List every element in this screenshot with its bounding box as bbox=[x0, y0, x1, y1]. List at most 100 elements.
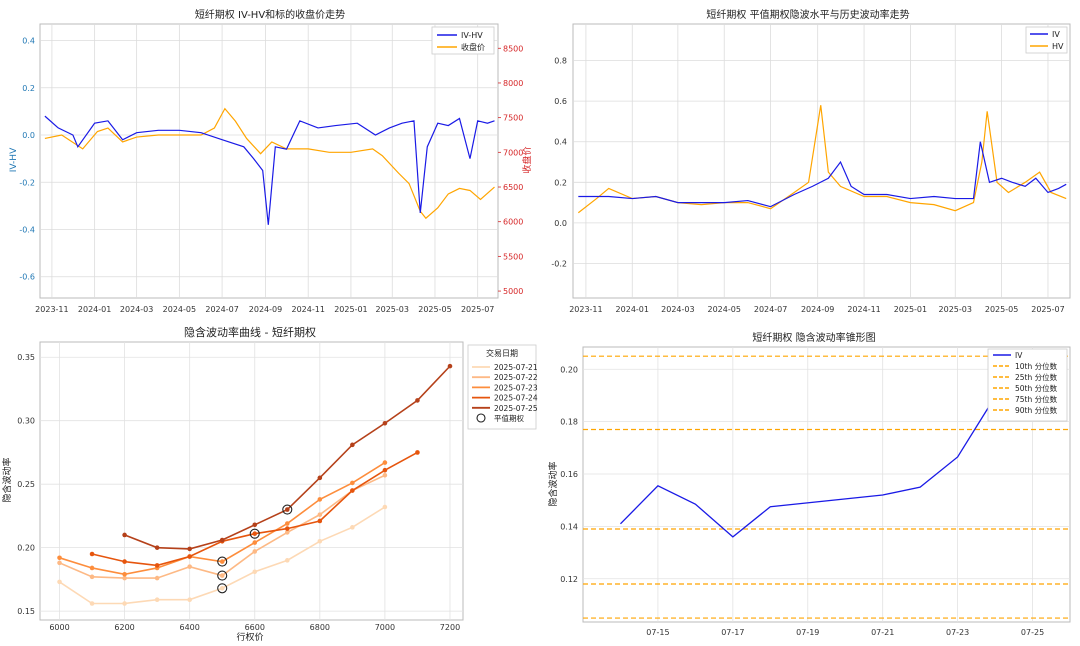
chart4-plot-area bbox=[582, 346, 1071, 623]
chart3-data-point bbox=[284, 507, 290, 512]
chart3-x-axis-label: 行权价 bbox=[236, 631, 263, 643]
chart-smile: 隐含波动率曲线 - 短纤期权 6000 6200 6400 6600 6800 7000 7… bbox=[1, 325, 538, 643]
chart3-data-point bbox=[350, 442, 355, 448]
chart3-legend-label: 2025-07-23 bbox=[494, 383, 538, 392]
chart2-x-tick-label: 2025-07 bbox=[1031, 305, 1064, 314]
chart-iv-hv-close: 短纤期权 IV-HV和标的收盘价走势 2023-11 2024-01 2024-03… bbox=[9, 8, 533, 314]
chart2-legend-hv-label: HV bbox=[1052, 42, 1064, 51]
chart3-data-point bbox=[317, 497, 323, 502]
chart1-title: 短纤期权 IV-HV和标的收盘价走势 bbox=[195, 8, 345, 21]
chart1-right-axis-label: 收盘价 bbox=[521, 146, 533, 173]
chart2-plot-area bbox=[572, 23, 1071, 299]
chart1-right-tick-label: 6500 bbox=[503, 183, 523, 192]
chart3-data-point bbox=[154, 597, 160, 602]
chart3-data-point bbox=[57, 579, 62, 585]
chart2-x-tick-label: 2024-03 bbox=[661, 305, 694, 314]
chart1-left-axis-label: IV-HV bbox=[9, 147, 19, 172]
chart4-x-tick-label: 07-17 bbox=[721, 628, 744, 637]
chart4-title: 短纤期权 隐含波动率锥形图 bbox=[752, 331, 875, 344]
chart4-x-tick-label: 07-25 bbox=[1021, 628, 1044, 637]
chart1-x-tick-label: 2025-01 bbox=[334, 305, 367, 314]
chart3-data-point bbox=[89, 551, 95, 557]
chart3-data-point bbox=[317, 475, 323, 481]
chart3-data-point bbox=[187, 546, 192, 552]
chart3-data-point bbox=[219, 573, 225, 578]
chart3-legend-atm-swatch bbox=[476, 413, 486, 423]
chart1-right-tick-label: 8500 bbox=[503, 44, 523, 53]
chart3-data-point bbox=[122, 601, 127, 606]
chart3-data-point bbox=[187, 564, 192, 569]
chart4-y-tick-label: 0.12 bbox=[560, 575, 578, 584]
chart3-y-tick-label: 0.30 bbox=[17, 417, 35, 426]
chart3-title: 隐含波动率曲线 - 短纤期权 bbox=[184, 325, 316, 339]
chart1-right-tick-label: 5500 bbox=[503, 252, 523, 261]
chart4-legend-label: 75th 分位数 bbox=[1015, 394, 1058, 404]
chart3-plot-area bbox=[39, 341, 464, 621]
chart3-data-point bbox=[219, 559, 225, 564]
chart3-legend-label: 2025-07-22 bbox=[494, 373, 538, 382]
chart3-data-point bbox=[350, 480, 355, 486]
chart3-data-point bbox=[219, 537, 225, 543]
chart3-data-point bbox=[284, 558, 290, 563]
chart3-x-tick-label: 6600 bbox=[245, 623, 265, 632]
chart1-x-tick-label: 2025-03 bbox=[376, 305, 409, 314]
chart3-x-tick-label: 6400 bbox=[179, 623, 199, 632]
chart4-iv-line bbox=[619, 372, 1033, 538]
chart2-x-tick-label: 2024-09 bbox=[801, 305, 834, 314]
chart2-y-tick-label: 0.0 bbox=[554, 219, 567, 228]
chart4-y-tick-label: 0.14 bbox=[560, 522, 578, 531]
chart-iv-hv-trend: 短纤期权 平值期权隐波水平与历史波动率走势 2023-11 2024-01 2024… bbox=[551, 8, 1071, 314]
chart3-x-tick-label: 7000 bbox=[375, 623, 395, 632]
chart1-x-tick-label: 2024-01 bbox=[78, 305, 111, 314]
chart3-y-tick-label: 0.35 bbox=[17, 353, 35, 362]
chart3-data-point bbox=[317, 512, 323, 517]
chart1-x-tick-label: 2024-07 bbox=[205, 305, 238, 314]
chart2-y-tick-label: 0.4 bbox=[554, 138, 567, 147]
chart3-data-point bbox=[284, 526, 290, 531]
chart4-x-tick-label: 07-23 bbox=[946, 628, 969, 637]
chart2-y-tick-label: 0.8 bbox=[554, 57, 567, 66]
chart4-y-axis-label: 隐含波动率 bbox=[547, 461, 559, 506]
chart3-atm-marker bbox=[217, 556, 228, 567]
chart1-iv-hv-line bbox=[44, 115, 495, 225]
chart1-left-tick-label: 0.2 bbox=[22, 84, 35, 93]
chart1-right-tick-label: 6000 bbox=[503, 218, 523, 227]
chart3-data-point bbox=[252, 522, 258, 528]
chart1-x-tick-label: 2025-05 bbox=[418, 305, 451, 314]
chart4-x-tick-label: 07-21 bbox=[871, 628, 894, 637]
chart3-data-point bbox=[57, 555, 62, 561]
chart1-left-tick-label: -0.2 bbox=[19, 178, 35, 187]
chart3-data-point bbox=[382, 472, 388, 478]
chart3-data-point bbox=[252, 531, 258, 536]
chart1-right-tick-label: 5000 bbox=[503, 287, 523, 296]
chart2-legend: IV HV bbox=[1025, 26, 1068, 54]
chart-cone: 短纤期权 隐含波动率锥形图 07-15 07-17 07-19 07-21 07-23 0… bbox=[547, 331, 1071, 637]
chart3-data-point bbox=[154, 575, 160, 581]
chart3-data-point bbox=[154, 545, 160, 550]
chart3-y-axis-label: 隐含波动率 bbox=[1, 457, 13, 502]
chart1-close-price-line bbox=[44, 107, 495, 220]
chart4-legend-box bbox=[987, 348, 1068, 422]
chart3-data-point bbox=[382, 467, 388, 473]
chart3-data-point bbox=[89, 601, 95, 606]
chart4-legend-label: 90th 分位数 bbox=[1015, 405, 1058, 415]
chart2-y-tick-label: 0.2 bbox=[554, 178, 567, 187]
chart3-data-point bbox=[415, 398, 420, 403]
chart4-x-tick-label: 07-19 bbox=[796, 628, 819, 637]
chart3-data-point bbox=[317, 538, 323, 544]
chart3-data-point bbox=[350, 525, 355, 530]
chart1-legend-close-label: 收盘价 bbox=[461, 42, 485, 52]
chart3-data-point bbox=[350, 488, 355, 493]
chart1-plot-area bbox=[39, 23, 499, 299]
chart4-x-tick-label: 07-15 bbox=[646, 628, 669, 637]
chart3-y-tick-label: 0.15 bbox=[17, 607, 35, 616]
chart3-data-point bbox=[382, 504, 388, 510]
chart3-data-point bbox=[89, 574, 95, 580]
chart2-x-tick-label: 2024-11 bbox=[847, 305, 880, 314]
chart3-data-point bbox=[317, 518, 323, 524]
chart3-x-tick-label: 6200 bbox=[114, 623, 134, 632]
chart3-legend-title: 交易日期 bbox=[486, 348, 518, 358]
chart2-iv-line bbox=[578, 141, 1067, 208]
